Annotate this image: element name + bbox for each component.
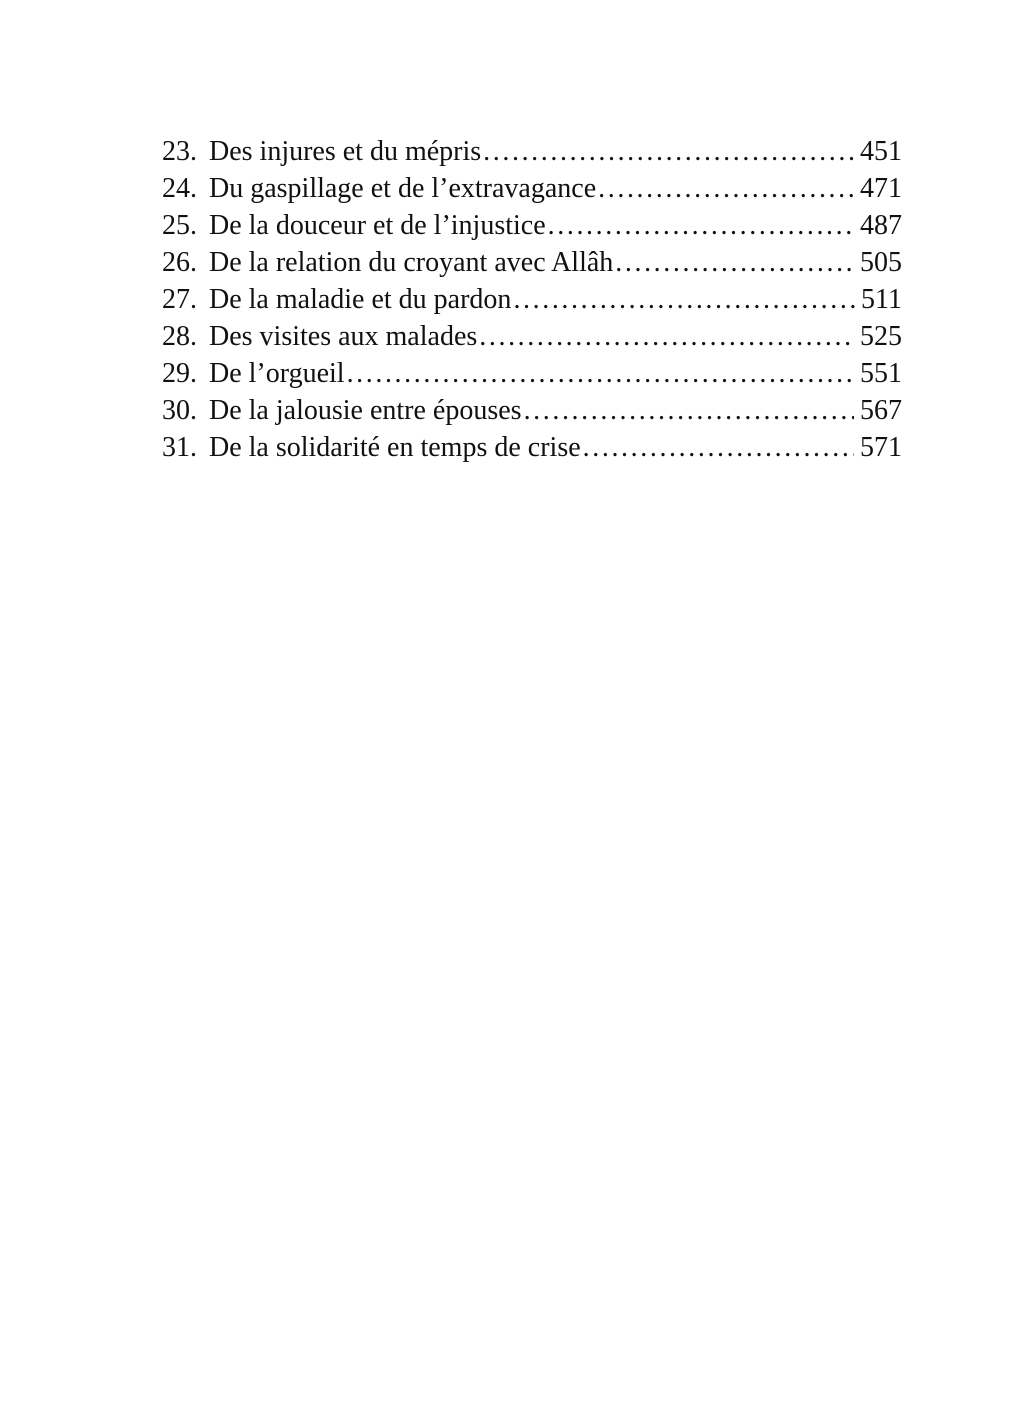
toc-entry: 23. Des injures et du mépris 451 — [162, 133, 902, 170]
entry-number: 27. — [162, 284, 197, 315]
entry-title: De la relation du croyant avec Allâh — [209, 247, 614, 278]
entry-page-number: 571 — [860, 432, 902, 463]
toc-entry: 25. De la douceur et de l’injustice 487 — [162, 207, 902, 244]
entry-title: Des injures et du mépris — [209, 136, 482, 167]
toc-entry: 29. De l’orgueil 551 — [162, 355, 902, 392]
entry-title: De la maladie et du pardon — [209, 284, 512, 315]
dot-leader — [513, 281, 855, 318]
toc-entry: 30. De la jalousie entre épouses 567 — [162, 392, 902, 429]
entry-number: 25. — [162, 210, 197, 241]
entry-number: 23. — [162, 136, 197, 167]
entry-title: De la douceur et de l’injustice — [209, 210, 546, 241]
toc-entry: 27. De la maladie et du pardon 511 — [162, 281, 902, 318]
entry-title: De l’orgueil — [209, 358, 345, 389]
entry-number: 24. — [162, 173, 197, 204]
entry-page-number: 505 — [860, 247, 902, 278]
entry-title: De la jalousie entre épouses — [209, 395, 522, 426]
entry-title: Du gaspillage et de l’extravagance — [209, 173, 597, 204]
dot-leader — [347, 355, 854, 392]
toc-entry: 28. Des visites aux malades 525 — [162, 318, 902, 355]
dot-leader — [583, 429, 854, 466]
entry-number: 29. — [162, 358, 197, 389]
toc-entry: 24. Du gaspillage et de l’extravagance 4… — [162, 170, 902, 207]
dot-leader — [615, 244, 854, 281]
entry-number: 30. — [162, 395, 197, 426]
dot-leader — [524, 392, 854, 429]
toc-entry: 31. De la solidarité en temps de crise 5… — [162, 429, 902, 466]
entry-title: De la solidarité en temps de crise — [209, 432, 581, 463]
entry-page-number: 511 — [861, 284, 902, 315]
entry-page-number: 525 — [860, 321, 902, 352]
entry-page-number: 487 — [860, 210, 902, 241]
dot-leader — [548, 207, 854, 244]
table-of-contents: 23. Des injures et du mépris 451 24. Du … — [162, 133, 902, 466]
entry-number: 31. — [162, 432, 197, 463]
entry-number: 28. — [162, 321, 197, 352]
entry-page-number: 471 — [860, 173, 902, 204]
dot-leader — [598, 170, 854, 207]
toc-entry: 26. De la relation du croyant avec Allâh… — [162, 244, 902, 281]
dot-leader — [483, 133, 854, 170]
dot-leader — [479, 318, 854, 355]
entry-page-number: 567 — [860, 395, 902, 426]
entry-number: 26. — [162, 247, 197, 278]
entry-title: Des visites aux malades — [209, 321, 478, 352]
entry-page-number: 451 — [860, 136, 902, 167]
entry-page-number: 551 — [860, 358, 902, 389]
